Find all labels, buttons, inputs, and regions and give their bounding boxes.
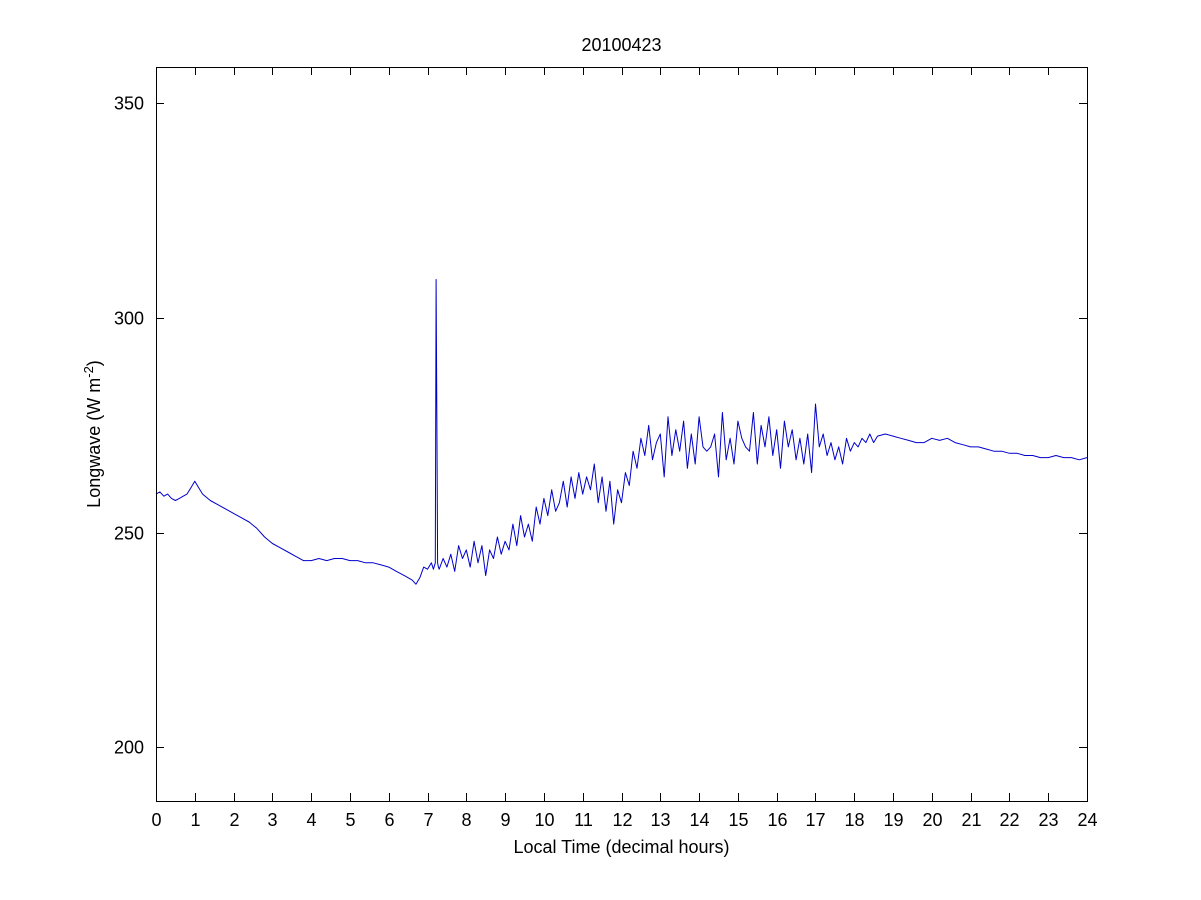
- x-tick-label-15: 15: [728, 810, 748, 830]
- y-tick-label-200: 200: [114, 738, 144, 758]
- x-tick-label-4: 4: [306, 810, 316, 830]
- y-tick-label-350: 350: [114, 94, 144, 114]
- y-axis-label-main: Longwave (W m: [84, 378, 104, 508]
- x-tick-label-19: 19: [883, 810, 903, 830]
- x-axis-label: Local Time (decimal hours): [513, 837, 729, 857]
- x-tick-label-2: 2: [229, 810, 239, 830]
- y-axis-label-close: ): [84, 360, 104, 366]
- series-layer: [155, 279, 1088, 585]
- x-tick-label-11: 11: [574, 810, 593, 830]
- series-line-0: [155, 279, 1088, 585]
- x-tick-label-17: 17: [805, 810, 825, 830]
- plot-area: [156, 67, 1087, 801]
- x-tick-label-18: 18: [844, 810, 864, 830]
- x-tick-label-14: 14: [689, 810, 709, 830]
- chart-title: 20100423: [581, 35, 661, 55]
- x-tick-label-20: 20: [922, 810, 942, 830]
- x-tick-label-24: 24: [1077, 810, 1097, 830]
- y-tick-label-250: 250: [114, 524, 144, 544]
- x-tick-label-6: 6: [384, 810, 394, 830]
- x-tick-label-8: 8: [461, 810, 471, 830]
- x-tick-label-10: 10: [534, 810, 554, 830]
- y-tick-label-300: 300: [114, 309, 144, 329]
- x-tick-label-22: 22: [999, 810, 1019, 830]
- y-axis-label-superscript: -2: [81, 366, 96, 378]
- tick-layer: 0 1 2 3 4 5 6 7 8 9 10 11 12 13 14 15 16 17 18 19 20 21 22 23 24…: [114, 67, 1098, 830]
- x-tick-label-0: 0: [151, 810, 161, 830]
- y-axis-label: Longwave (W m-2): [81, 360, 104, 508]
- x-tick-label-13: 13: [650, 810, 670, 830]
- x-tick-label-9: 9: [500, 810, 510, 830]
- x-tick-label-21: 21: [961, 810, 981, 830]
- x-tick-label-3: 3: [267, 810, 277, 830]
- x-tick-label-12: 12: [612, 810, 632, 830]
- x-tick-label-5: 5: [345, 810, 355, 830]
- x-tick-label-23: 23: [1038, 810, 1058, 830]
- x-tick-label-1: 1: [190, 810, 200, 830]
- x-tick-label-7: 7: [423, 810, 433, 830]
- x-tick-label-16: 16: [767, 810, 787, 830]
